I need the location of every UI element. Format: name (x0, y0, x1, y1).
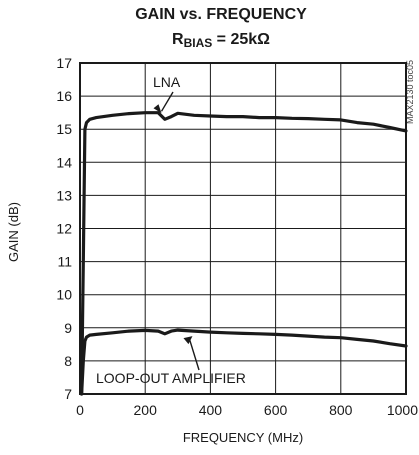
x-tick-label: 800 (329, 402, 353, 418)
x-tick-label: 200 (134, 402, 158, 418)
chart-title: GAIN vs. FREQUENCY (135, 6, 307, 23)
annotation-lna: LNA (153, 74, 181, 90)
plot-frame (79, 62, 407, 395)
y-tick-label: 17 (56, 55, 72, 71)
annotation-loop-out-amplifier: LOOP-OUT AMPLIFIER (96, 370, 246, 386)
series-line-loop-out-amplifier (79, 328, 408, 396)
subtitle-subscript: BIAS (184, 36, 213, 50)
x-tick-label: 400 (199, 402, 223, 418)
y-axis-label: GAIN (dB) (6, 202, 21, 262)
y-tick-label: 9 (64, 320, 72, 336)
x-axis-label: FREQUENCY (MHz) (183, 430, 303, 445)
y-tick-label: 13 (56, 187, 72, 203)
annotations: LNA LOOP-OUT AMPLIFIER (96, 74, 246, 386)
y-tick-label: 12 (56, 221, 72, 237)
figure-code-watermark: MAX2130 toc05 (405, 60, 415, 124)
annotation-loop-out-arrowhead (183, 336, 193, 345)
series-line-lna (79, 111, 408, 396)
series-layer (79, 111, 408, 396)
y-tick-label: 11 (57, 254, 72, 270)
annotation-loop-out-leader (188, 338, 200, 371)
x-tick-label: 600 (264, 402, 288, 418)
y-tick-label: 10 (56, 287, 72, 303)
y-tick-label: 16 (56, 88, 72, 104)
y-tick-label: 7 (64, 386, 72, 402)
y-tick-label: 8 (64, 353, 72, 369)
y-tick-label: 14 (56, 154, 72, 170)
annotation-lna-leader (160, 91, 174, 112)
tick-labels: 7 8 9 10 11 12 13 14 15 16 17 0 200 400 600 800 1000 (56, 55, 418, 418)
x-tick-label: 1000 (387, 402, 418, 418)
chart-subtitle: RBIAS = 25kΩ (172, 31, 270, 50)
annotation-lna-arrowhead (153, 104, 162, 114)
grid-lines (80, 63, 406, 394)
subtitle-main: R (172, 31, 184, 48)
y-tick-label: 15 (56, 121, 72, 137)
x-tick-label: 0 (76, 402, 84, 418)
subtitle-rest: = 25kΩ (212, 31, 270, 48)
